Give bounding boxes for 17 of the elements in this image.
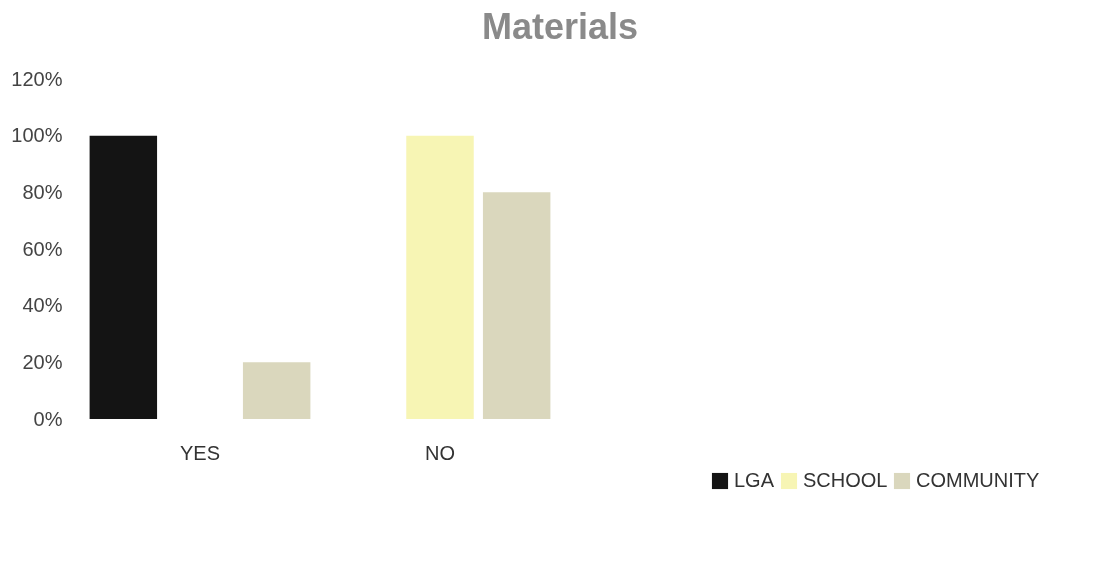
bar <box>89 135 158 419</box>
legend-label: SCHOOL <box>803 469 888 491</box>
bar <box>482 192 551 419</box>
y-tick-label: 100% <box>11 124 63 147</box>
y-tick-label: 0% <box>33 407 63 430</box>
bar <box>406 135 474 419</box>
bar <box>242 362 311 419</box>
x-tick-label: YES <box>179 441 221 464</box>
x-tick-label: NO <box>425 441 455 464</box>
legend-label: COMMUNITY <box>916 469 1040 491</box>
legend-label: LGA <box>734 469 775 491</box>
y-tick-label: 80% <box>22 180 63 203</box>
y-tick-label: 20% <box>22 350 63 373</box>
chart-title: Materials <box>481 6 639 47</box>
y-tick-label: 120% <box>11 67 63 90</box>
y-tick-label: 60% <box>22 237 63 260</box>
y-tick-label: 40% <box>22 294 63 317</box>
